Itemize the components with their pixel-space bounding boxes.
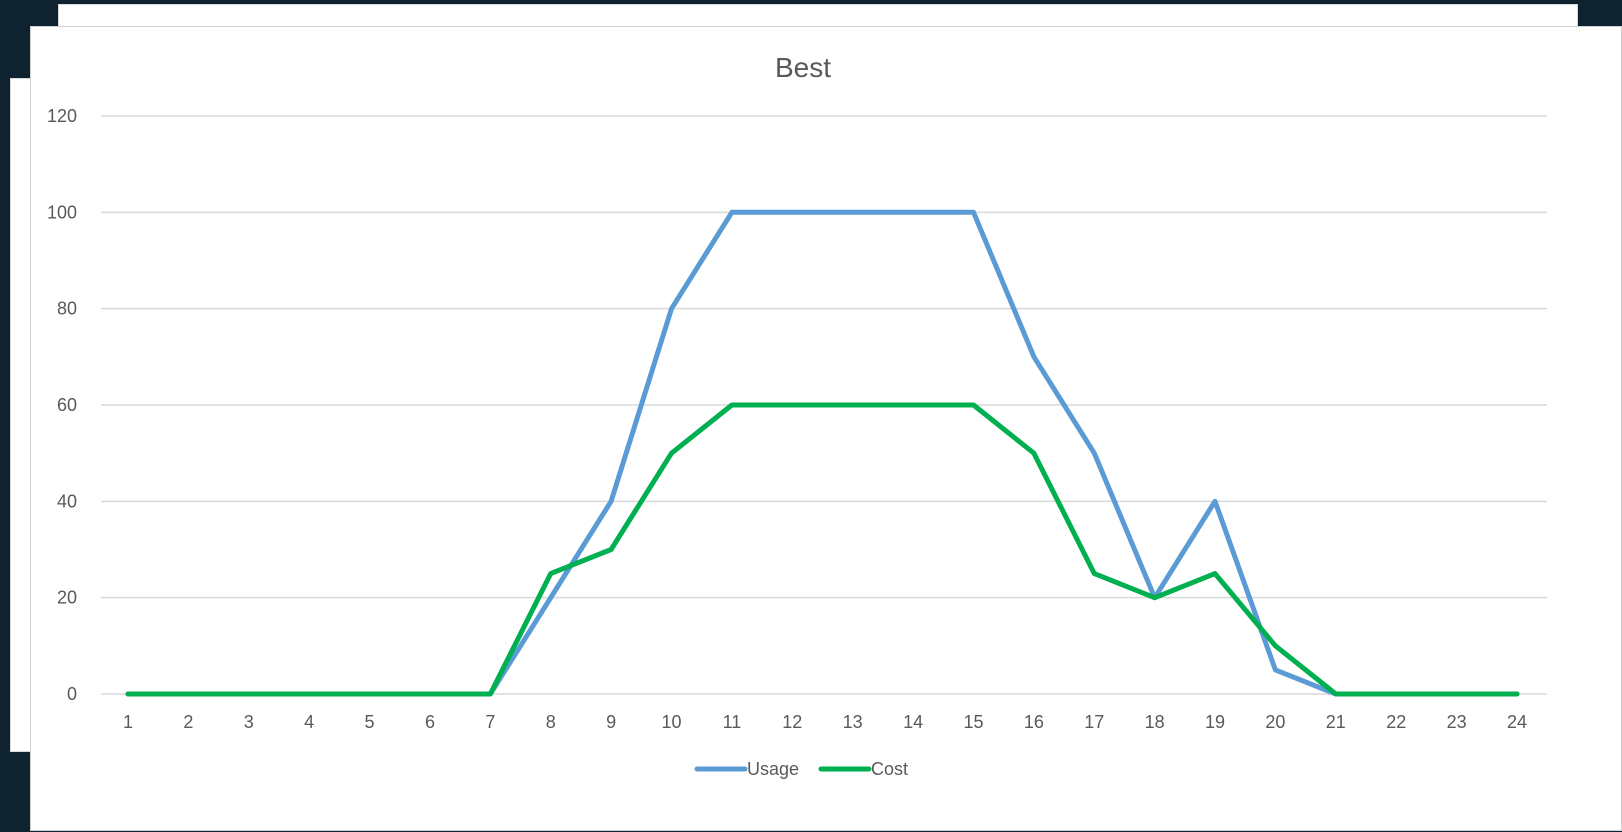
x-tick-label: 18: [1145, 712, 1165, 732]
legend-label-usage: Usage: [747, 759, 799, 779]
x-tick-label: 21: [1326, 712, 1346, 732]
y-tick-label: 80: [57, 299, 77, 319]
x-tick-label: 5: [365, 712, 375, 732]
y-tick-label: 120: [47, 106, 77, 126]
x-tick-label: 20: [1265, 712, 1285, 732]
x-tick-label: 24: [1507, 712, 1527, 732]
x-tick-label: 23: [1447, 712, 1467, 732]
x-tick-label: 4: [304, 712, 314, 732]
y-axis-ticks: 0 20 40 60 80 100 120: [47, 106, 77, 704]
x-tick-label: 6: [425, 712, 435, 732]
x-tick-label: 16: [1024, 712, 1044, 732]
y-tick-label: 0: [67, 684, 77, 704]
legend: Usage Cost: [697, 759, 908, 779]
x-tick-label: 14: [903, 712, 923, 732]
x-tick-label: 9: [606, 712, 616, 732]
x-tick-label: 11: [723, 712, 742, 732]
x-tick-label: 8: [546, 712, 556, 732]
series-line-cost: [128, 405, 1517, 694]
x-tick-label: 15: [963, 712, 983, 732]
chart-title: Best: [775, 52, 831, 83]
x-tick-label: 1: [123, 712, 133, 732]
x-tick-label: 3: [244, 712, 254, 732]
x-tick-label: 12: [782, 712, 802, 732]
x-tick-label: 2: [183, 712, 193, 732]
x-tick-label: 7: [485, 712, 495, 732]
x-tick-label: 19: [1205, 712, 1225, 732]
x-tick-label: 17: [1084, 712, 1104, 732]
y-tick-label: 60: [57, 395, 77, 415]
series-lines: [128, 212, 1517, 694]
x-tick-label: 22: [1386, 712, 1406, 732]
legend-label-cost: Cost: [871, 759, 908, 779]
y-tick-label: 20: [57, 588, 77, 608]
series-line-usage: [128, 212, 1517, 694]
y-tick-label: 40: [57, 491, 77, 511]
y-tick-label: 100: [47, 202, 77, 222]
x-tick-label: 13: [843, 712, 863, 732]
x-tick-label: 10: [662, 712, 682, 732]
